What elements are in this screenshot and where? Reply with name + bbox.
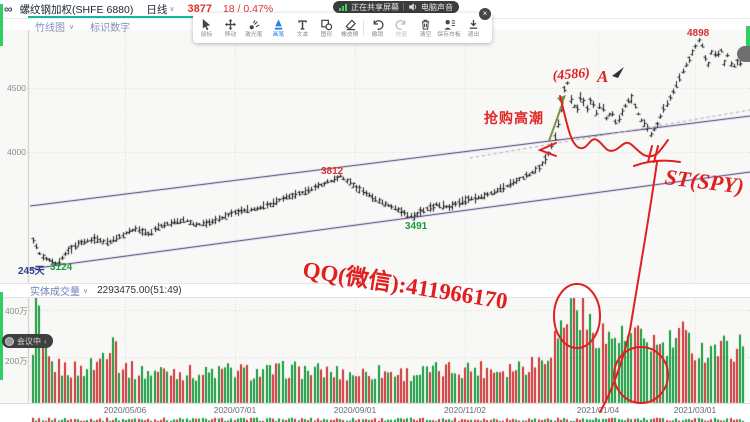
- toolbar-close-button[interactable]: ×: [479, 8, 491, 20]
- x-axis-date: 2020/09/01: [333, 405, 377, 415]
- redo-button[interactable]: 恢复: [389, 14, 413, 42]
- volume-tick: 400万: [5, 306, 28, 316]
- download-exit-icon: [469, 19, 477, 29]
- right-edge-strip: [746, 26, 750, 57]
- price-tick: 4500: [7, 83, 26, 93]
- period-selector[interactable]: 日线 ∨: [146, 2, 174, 17]
- price-change: 18 / 0.47%: [222, 3, 274, 15]
- cursor-tool-button[interactable]: 鼠标: [194, 14, 218, 42]
- day-count-label: 245天: [18, 266, 45, 277]
- swing-high-label: 3812: [321, 166, 344, 177]
- chevron-down-icon: ∨: [83, 287, 89, 295]
- share-status-text: 正在共享屏幕: [351, 2, 399, 12]
- redo-icon: [394, 19, 405, 30]
- chevron-down-icon: ∨: [69, 23, 75, 31]
- cursor-icon: [202, 18, 210, 31]
- chevron-down-icon: ∨: [169, 6, 175, 13]
- collapse-icon: ‹: [44, 336, 47, 346]
- save-board-button[interactable]: 保存白板: [437, 14, 461, 42]
- widget-text: 会议中: [17, 336, 41, 346]
- camera-icon: [5, 336, 14, 346]
- peak-price-label: 4898: [687, 28, 710, 39]
- person-board-icon: [443, 19, 455, 30]
- undo-icon: [373, 19, 384, 30]
- x-axis-date: 2021/01/04: [576, 405, 620, 415]
- eraser-icon: [344, 19, 356, 30]
- undo-button[interactable]: 撤销: [365, 14, 389, 42]
- brush-tool-button[interactable]: 画笔: [266, 14, 290, 42]
- volume-reading: 2293475.00(51:49): [97, 285, 182, 296]
- text-icon: [297, 20, 307, 30]
- side-panel-handle[interactable]: [737, 46, 750, 62]
- chart-type-selector[interactable]: 竹线图: [35, 23, 65, 34]
- floating-meeting-widget[interactable]: 会议中 ‹: [2, 334, 53, 348]
- x-axis-band[interactable]: [0, 403, 750, 417]
- annotation-toolbar: 鼠标 移动 激光笔 画笔 文本 图形 橡皮擦 撤销: [193, 13, 492, 43]
- share-audio-text: 电脑声音: [421, 2, 453, 12]
- swing-low-label: 3491: [405, 221, 428, 232]
- last-price: 3877: [187, 3, 212, 15]
- volume-tick: 200万: [5, 356, 28, 366]
- link-icon: ∞: [4, 2, 13, 16]
- exit-annotation-button[interactable]: 退出: [461, 14, 485, 42]
- volume-indicator-selector[interactable]: 实体成交量: [30, 287, 80, 298]
- move-tool-button[interactable]: 移动: [218, 14, 242, 42]
- text-tool-button[interactable]: 文本: [290, 14, 314, 42]
- x-axis-date: 2020/11/02: [444, 405, 486, 415]
- laser-tool-button[interactable]: 激光笔: [242, 14, 266, 42]
- instrument-name[interactable]: 螺纹钢加权(SHFE 6880): [19, 3, 134, 16]
- buy-climax-annotation: 抢购高潮: [484, 110, 544, 126]
- shapes-icon: [320, 19, 332, 30]
- mark-mode-option[interactable]: 标识数字: [90, 23, 131, 34]
- toolbar-separator: [363, 20, 364, 36]
- screen-share-pill[interactable]: 正在共享屏幕 电脑声音: [333, 1, 459, 13]
- shape-tool-button[interactable]: 图形: [314, 14, 338, 42]
- signal-bars-icon: [339, 3, 347, 11]
- move-icon: [224, 18, 236, 30]
- chart-subheader: 竹线图 ∨ 标识数字: [35, 19, 130, 34]
- period-label: 日线: [146, 3, 168, 16]
- laser-pointer-icon: [249, 19, 259, 30]
- brush-icon: [274, 19, 282, 30]
- x-axis-date: 2020/07/01: [213, 405, 257, 415]
- eraser-tool-button[interactable]: 橡皮擦: [338, 14, 362, 42]
- speaker-icon: [409, 3, 417, 11]
- clear-button[interactable]: 清空: [413, 14, 437, 42]
- x-axis-date: 2021/03/01: [673, 405, 717, 415]
- price-tick: 4000: [7, 147, 26, 157]
- trash-icon: [421, 19, 429, 30]
- x-axis-date: 2020/05/06: [103, 405, 147, 415]
- left-edge-strip: [0, 292, 3, 380]
- active-tab-underline: [28, 16, 195, 18]
- left-edge-strip: [0, 4, 3, 46]
- low-price-label: 3124: [50, 262, 73, 273]
